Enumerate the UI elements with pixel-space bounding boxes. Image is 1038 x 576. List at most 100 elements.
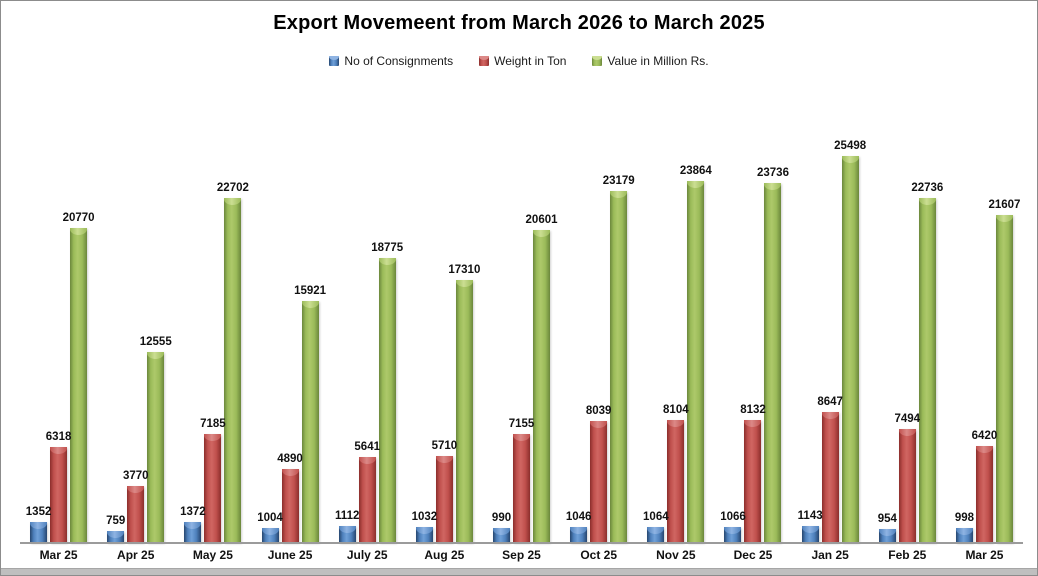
bar-column: 1066 xyxy=(720,511,746,543)
bar-column: 759 xyxy=(106,515,126,543)
bar-cap xyxy=(338,526,356,533)
data-label: 23864 xyxy=(679,165,712,177)
bar-value-in-million-rs. xyxy=(455,280,473,543)
bar-weight-in-ton xyxy=(435,456,453,543)
bar-column: 4890 xyxy=(277,453,303,543)
bar-column: 3770 xyxy=(123,470,149,543)
data-label: 5710 xyxy=(431,440,458,452)
data-label: 1352 xyxy=(25,506,52,518)
data-label: 1064 xyxy=(643,511,669,523)
category-label: May 25 xyxy=(192,548,233,562)
category-label: July 25 xyxy=(346,548,388,562)
chart-title: Export Movemeent from March 2026 to Marc… xyxy=(273,12,765,34)
bar-no-of-consignments xyxy=(801,526,819,543)
bar-column: 21607 xyxy=(988,199,1020,543)
bar-column: 1064 xyxy=(643,511,669,543)
data-label: 20601 xyxy=(525,214,558,226)
bar-column: 990 xyxy=(492,512,511,543)
data-label: 8647 xyxy=(817,396,843,408)
bar-no-of-consignments xyxy=(570,527,588,543)
bar-weight-in-ton xyxy=(204,434,222,543)
data-label: 20770 xyxy=(62,212,95,224)
bar-no-of-consignments xyxy=(493,528,511,543)
data-label: 1032 xyxy=(411,511,438,523)
bar-value-in-million-rs. xyxy=(378,258,396,543)
data-label: 12555 xyxy=(139,336,172,348)
bar-column: 5641 xyxy=(354,441,380,543)
bar-column: 12555 xyxy=(140,336,172,543)
bar-no-of-consignments xyxy=(415,527,433,543)
bar-cap xyxy=(224,198,242,205)
bar-cap xyxy=(801,526,819,533)
bar-no-of-consignments xyxy=(724,527,742,543)
bar-value-in-million-rs. xyxy=(224,198,242,543)
plot-area: 1352 6318 20770 759 3770 12555 1372 7185 22702 10… xyxy=(20,123,1023,543)
category-label: Aug 25 xyxy=(424,548,465,562)
category-label: Apr 25 xyxy=(117,548,155,562)
data-label: 1112 xyxy=(335,510,360,522)
bar-weight-in-ton xyxy=(127,486,145,543)
bar-weight-in-ton xyxy=(821,412,839,543)
category-label: June 25 xyxy=(267,548,313,562)
bar-cap xyxy=(513,434,531,441)
bar-column: 954 xyxy=(877,513,897,543)
bar-column: 25498 xyxy=(834,140,866,543)
bar-weight-in-ton xyxy=(975,446,993,543)
bar-column: 7494 xyxy=(895,413,920,543)
bar-column: 1032 xyxy=(412,511,437,543)
bar-value-in-million-rs. xyxy=(841,156,859,543)
data-label: 22736 xyxy=(911,182,944,194)
bar-cap xyxy=(610,191,628,198)
bar-cap xyxy=(50,447,68,454)
category-label: Dec 25 xyxy=(733,548,773,562)
bar-column: 6318 xyxy=(46,431,71,543)
bar-cap xyxy=(975,446,993,453)
bar-cap xyxy=(533,230,551,237)
bar-column: 1352 xyxy=(26,506,51,543)
bar-cap xyxy=(147,352,165,359)
bar-weight-in-ton xyxy=(744,420,762,543)
bar-no-of-consignments xyxy=(878,529,896,543)
bar-group-feb-25: 954 7494 22736 xyxy=(869,123,946,543)
bar-column: 22702 xyxy=(217,182,249,543)
category-label: Sep 25 xyxy=(502,548,541,562)
bar-column: 6420 xyxy=(972,430,997,543)
bar-column: 15921 xyxy=(294,285,326,543)
bar-column: 8132 xyxy=(740,404,766,543)
bar-weight-in-ton xyxy=(898,429,916,543)
bar-cap xyxy=(764,183,782,190)
bar-value-in-million-rs. xyxy=(610,191,628,543)
bar-group-dec-25: 1066 8132 23736 xyxy=(714,123,791,543)
bar-cap xyxy=(107,531,125,538)
legend-swatch-cap xyxy=(329,56,340,60)
data-label: 7185 xyxy=(200,418,226,430)
bar-column: 1046 xyxy=(566,511,591,543)
bar-column: 22736 xyxy=(911,182,943,543)
data-label: 1046 xyxy=(565,511,592,523)
bar-column: 8039 xyxy=(586,405,611,543)
bar-column: 8647 xyxy=(817,396,843,543)
bar-value-in-million-rs. xyxy=(147,352,165,543)
bar-cap xyxy=(30,522,48,529)
bar-column: 998 xyxy=(955,512,974,543)
bar-column: 8104 xyxy=(663,404,689,543)
data-label: 954 xyxy=(877,513,897,525)
bar-no-of-consignments xyxy=(955,528,973,543)
bar-no-of-consignments xyxy=(107,531,125,543)
bar-cap xyxy=(184,522,202,529)
bar-no-of-consignments xyxy=(338,526,356,543)
bar-weight-in-ton xyxy=(590,421,608,543)
legend-swatch-cap xyxy=(479,56,490,60)
bar-column: 20601 xyxy=(526,214,558,543)
bar-column: 18775 xyxy=(371,242,403,543)
data-label: 759 xyxy=(106,515,126,527)
bar-column: 1004 xyxy=(257,512,283,543)
legend-swatch-cap xyxy=(592,56,603,60)
bar-no-of-consignments xyxy=(647,527,665,543)
bar-cap xyxy=(301,301,319,308)
data-label: 4890 xyxy=(277,453,303,465)
bar-column: 7155 xyxy=(509,418,534,543)
bar-group-may-25: 1372 7185 22702 xyxy=(174,123,251,543)
bar-cap xyxy=(435,456,453,463)
